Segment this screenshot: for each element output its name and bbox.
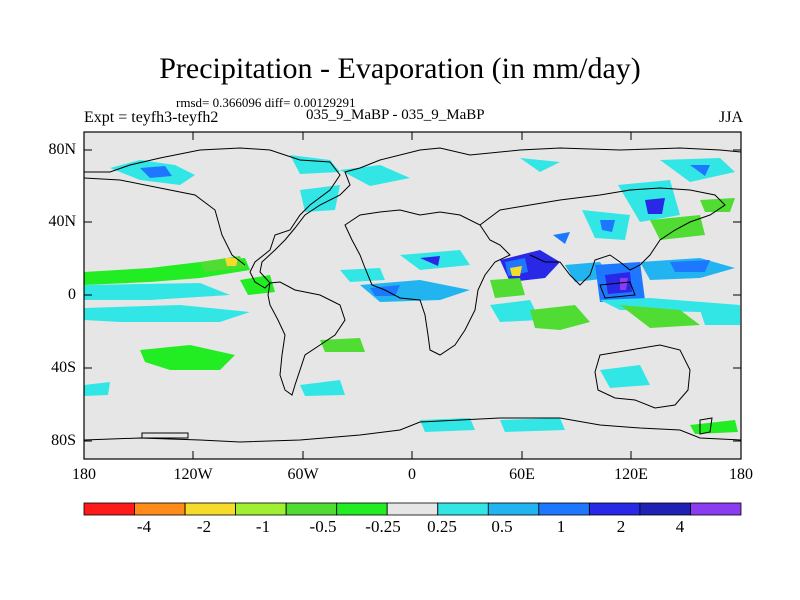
lat-label-40s: 40S [51, 359, 76, 376]
colorbar-swatch [336, 502, 388, 516]
colorbar-swatch [386, 502, 439, 516]
colorbar-swatch [285, 502, 338, 516]
colorbar-label: 4 [675, 517, 685, 536]
colorbar-swatch [83, 502, 135, 516]
colorbar-swatch [690, 502, 742, 516]
season-label: JJA [718, 109, 743, 126]
lon-label-180w: 180 [72, 466, 96, 483]
lon-label-120e: 120E [614, 466, 648, 483]
colorbar [83, 502, 742, 516]
colorbar-label: 0.25 [427, 517, 457, 536]
stats-line: rmsd= 0.366096 diff= 0.00129291 [176, 95, 356, 110]
coastlines [83, 147, 742, 443]
colorbar-swatch [184, 502, 237, 516]
colorbar-swatch [639, 502, 691, 516]
colorbar-label: -1 [255, 517, 271, 536]
colorbar-label: -2 [196, 517, 212, 536]
colorbar-swatch [437, 502, 489, 516]
colorbar-label: -0.5 [309, 517, 337, 536]
lat-label-80s: 80S [51, 432, 76, 449]
colorbar-swatch [487, 502, 540, 516]
lon-label-60e: 60E [509, 466, 535, 483]
experiment-label: Expt = teyfh3-teyfh2 [84, 109, 219, 126]
colorbar-label: -0.25 [365, 517, 401, 536]
axis-ticks [83, 132, 742, 459]
colorbar-swatch [538, 502, 590, 516]
lon-label-0: 0 [408, 466, 416, 483]
lon-label-60w: 60W [287, 466, 319, 483]
colorbar-label: 1 [556, 517, 566, 536]
colorbar-label: 2 [616, 517, 626, 536]
lat-label-80n: 80N [48, 141, 76, 158]
anomaly-fields [84, 155, 740, 434]
colorbar-label: 0.5 [491, 517, 513, 536]
colorbar-swatch [134, 502, 186, 516]
plot-title: Precipitation - Evaporation (in mm/day) [159, 52, 641, 85]
lon-label-120w: 120W [173, 466, 213, 483]
colorbar-label: -4 [136, 517, 152, 536]
colorbar-swatch [235, 502, 287, 516]
lat-label-0: 0 [68, 286, 76, 303]
lat-label-40n: 40N [48, 213, 76, 230]
case-line: 035_9_MaBP - 035_9_MaBP [306, 107, 485, 123]
colorbar-swatch [589, 502, 641, 516]
lon-label-180e: 180 [729, 466, 753, 483]
